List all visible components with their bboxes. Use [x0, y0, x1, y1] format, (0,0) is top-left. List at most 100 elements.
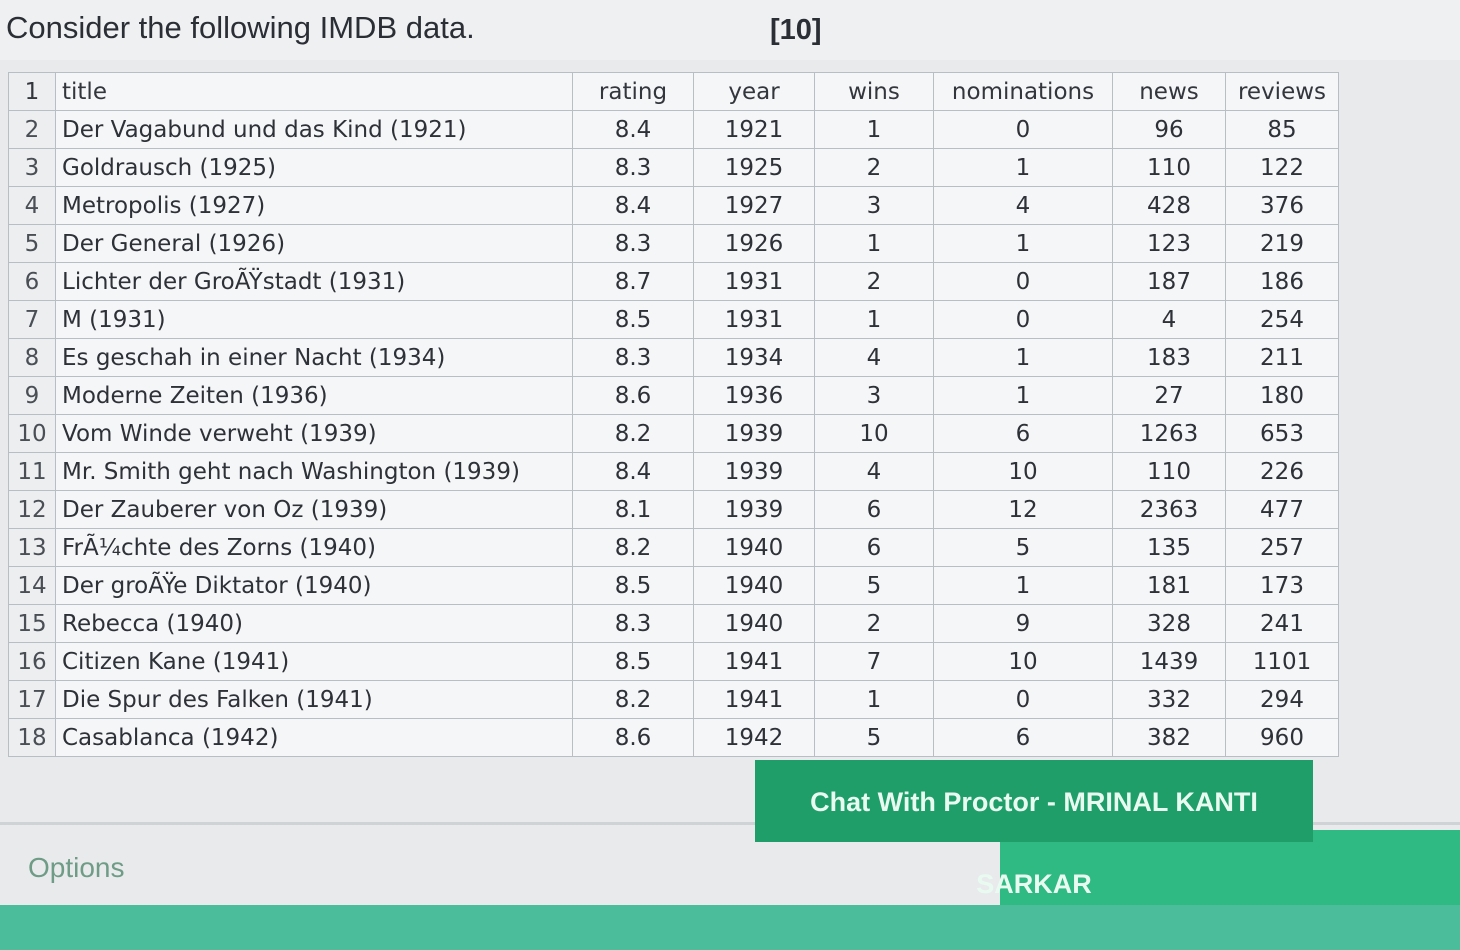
cell-wins: 2 [814, 262, 934, 301]
cell-title: Vom Winde verweht (1939) [55, 414, 573, 453]
bottom-bar [0, 905, 1460, 950]
row-number: 5 [8, 224, 56, 263]
cell-reviews: 180 [1225, 376, 1339, 415]
cell-rating: 8.4 [572, 452, 694, 491]
chat-with-proctor-button[interactable]: Chat With Proctor - MRINAL KANTI SARKAR [755, 760, 1313, 899]
cell-wins: 6 [814, 490, 934, 529]
cell-reviews: 960 [1225, 718, 1339, 757]
cell-title: Der General (1926) [55, 224, 573, 263]
cell-rating: 8.3 [572, 604, 694, 643]
cell-reviews: 1101 [1225, 642, 1339, 681]
cell-nominations: 10 [933, 642, 1113, 681]
cell-wins: 5 [814, 566, 934, 605]
cell-title: M (1931) [55, 300, 573, 339]
cell-year: 1942 [693, 718, 815, 757]
cell-year: 1927 [693, 186, 815, 225]
cell-nominations: 9 [933, 604, 1113, 643]
cell-news: 382 [1112, 718, 1226, 757]
cell-reviews: 653 [1225, 414, 1339, 453]
cell-reviews: 376 [1225, 186, 1339, 225]
options-label: Options [28, 852, 125, 883]
cell-nominations: 1 [933, 338, 1113, 377]
cell-title: FrÃ¼chte des Zorns (1940) [55, 528, 573, 567]
cell-nominations: 12 [933, 490, 1113, 529]
cell-reviews: 219 [1225, 224, 1339, 263]
cell-year: 1940 [693, 604, 815, 643]
cell-nominations: 1 [933, 566, 1113, 605]
row-number: 6 [8, 262, 56, 301]
row-number: 15 [8, 604, 56, 643]
cell-wins: 3 [814, 186, 934, 225]
cell-rating: 8.6 [572, 718, 694, 757]
table-row: 11 Mr. Smith geht nach Washington (1939) 8… [8, 452, 1339, 491]
cell-title: Die Spur des Falken (1941) [55, 680, 573, 719]
cell-year: 1940 [693, 528, 815, 567]
cell-news: 96 [1112, 110, 1226, 149]
table-row: 18 Casablanca (1942) 8.6 1942 5 6 382 960 [8, 718, 1339, 757]
cell-nominations: 4 [933, 186, 1113, 225]
cell-reviews: 122 [1225, 148, 1339, 187]
row-number: 4 [8, 186, 56, 225]
cell-wins: 4 [814, 452, 934, 491]
cell-wins: 1 [814, 110, 934, 149]
cell-wins: 5 [814, 718, 934, 757]
cell-year: 1939 [693, 490, 815, 529]
cell-nominations: 1 [933, 224, 1113, 263]
table-row: 10 Vom Winde verweht (1939) 8.2 1939 10 6 1263… [8, 414, 1339, 453]
cell-news: 181 [1112, 566, 1226, 605]
cell-title: Der Zauberer von Oz (1939) [55, 490, 573, 529]
table-row: 16 Citizen Kane (1941) 8.5 1941 7 10 1439 1101 [8, 642, 1339, 681]
cell-news: 4 [1112, 300, 1226, 339]
cell-nominations: 1 [933, 376, 1113, 415]
table-row: 14 Der groÃŸe Diktator (1940) 8.5 1940 5 1 181… [8, 566, 1339, 605]
cell-wins: 3 [814, 376, 934, 415]
cell-reviews: 294 [1225, 680, 1339, 719]
cell-nominations: 0 [933, 300, 1113, 339]
cell-rating: 8.3 [572, 338, 694, 377]
cell-news: 328 [1112, 604, 1226, 643]
cell-wins: 1 [814, 680, 934, 719]
cell-reviews: 186 [1225, 262, 1339, 301]
cell-rating: 8.2 [572, 414, 694, 453]
cell-nominations: 1 [933, 148, 1113, 187]
question-header: Consider the following IMDB data. [10] [0, 0, 1460, 60]
cell-title: Mr. Smith geht nach Washington (1939) [55, 452, 573, 491]
cell-title: Casablanca (1942) [55, 718, 573, 757]
cell-year: 1934 [693, 338, 815, 377]
table-row: 8 Es geschah in einer Nacht (1934) 8.3 1934… [8, 338, 1339, 377]
cell-nominations: 6 [933, 718, 1113, 757]
cell-news: 183 [1112, 338, 1226, 377]
table-row: 6 Lichter der GroÃŸstadt (1931) 8.7 1931 2 0 1… [8, 262, 1339, 301]
row-number: 2 [8, 110, 56, 149]
row-number: 14 [8, 566, 56, 605]
row-number: 10 [8, 414, 56, 453]
cell-wins: 10 [814, 414, 934, 453]
green-band [1000, 830, 1460, 910]
row-number: 18 [8, 718, 56, 757]
cell-reviews: 254 [1225, 300, 1339, 339]
cell-rating: 8.2 [572, 528, 694, 567]
question-text: Consider the following IMDB data. [6, 10, 475, 45]
cell-news: 123 [1112, 224, 1226, 263]
cell-wins: 1 [814, 224, 934, 263]
column-header-wins: wins [814, 72, 934, 111]
column-header-title: title [55, 72, 573, 111]
column-header-reviews: reviews [1225, 72, 1339, 111]
cell-rating: 8.1 [572, 490, 694, 529]
cell-news: 110 [1112, 148, 1226, 187]
cell-title: Goldrausch (1925) [55, 148, 573, 187]
cell-news: 428 [1112, 186, 1226, 225]
row-number: 12 [8, 490, 56, 529]
cell-wins: 2 [814, 148, 934, 187]
cell-year: 1926 [693, 224, 815, 263]
cell-rating: 8.3 [572, 148, 694, 187]
cell-title: Metropolis (1927) [55, 186, 573, 225]
cell-year: 1931 [693, 300, 815, 339]
cell-rating: 8.2 [572, 680, 694, 719]
table-row: 13 FrÃ¼chte des Zorns (1940) 8.2 1940 6 5 135 2… [8, 528, 1339, 567]
cell-wins: 7 [814, 642, 934, 681]
cell-reviews: 241 [1225, 604, 1339, 643]
cell-news: 27 [1112, 376, 1226, 415]
column-header-rating: rating [572, 72, 694, 111]
